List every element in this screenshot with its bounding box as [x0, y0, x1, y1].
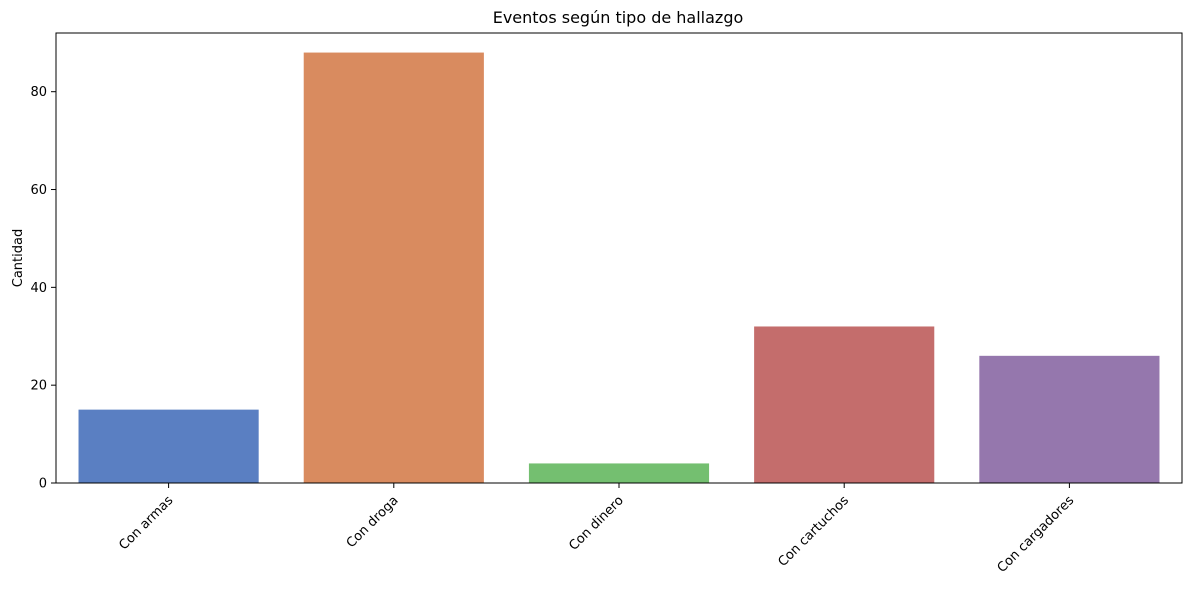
y-ticks-group: 0 20 40 60 80 — [30, 85, 56, 492]
plot-frame — [55, 32, 1183, 484]
x-tick-label: Con droga — [344, 493, 402, 551]
x-tick-label: Con cartuchos — [775, 493, 852, 570]
bars-group — [78, 52, 1160, 483]
x-tick-label: Con armas — [116, 493, 176, 553]
y-tick-label: 80 — [30, 85, 47, 100]
bar-1 — [303, 52, 484, 483]
x-tick-label: Con dinero — [566, 493, 627, 554]
y-tick-label: 40 — [30, 281, 47, 296]
bar-0 — [78, 409, 259, 483]
x-ticks-group: Con armas Con droga Con dinero Con cartucho… — [116, 483, 1077, 576]
x-tick-label: Con cargadores — [995, 493, 1078, 576]
bar-2 — [528, 463, 710, 483]
bar-3 — [754, 326, 935, 483]
y-axis-label: Cantidad — [11, 229, 26, 287]
bar-4 — [979, 355, 1160, 483]
y-tick-label: 60 — [30, 183, 47, 198]
y-tick-label: 20 — [30, 379, 47, 394]
chart-title: Eventos según tipo de hallazgo — [493, 8, 744, 27]
y-tick-label: 0 — [39, 477, 47, 492]
